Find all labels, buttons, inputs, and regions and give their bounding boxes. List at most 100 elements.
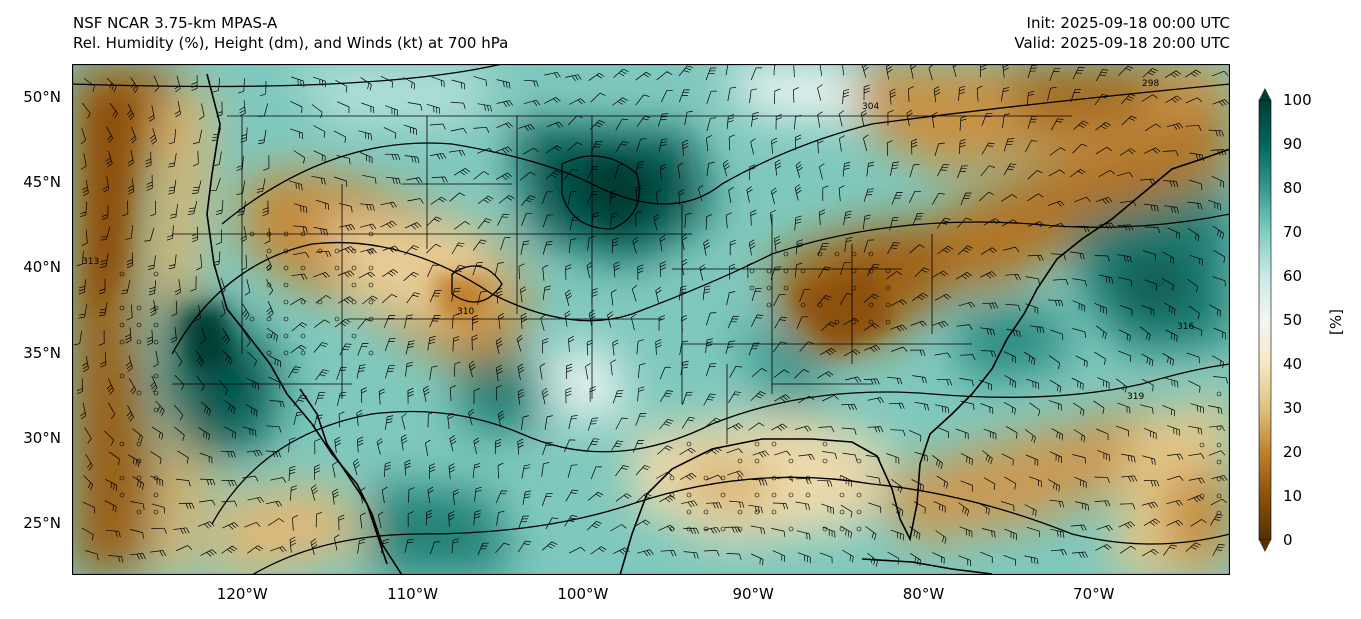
colorbar-tick-label: 40 <box>1283 355 1303 373</box>
calm-circle <box>686 441 692 447</box>
calm-circle <box>868 319 874 325</box>
calm-circle <box>868 302 874 308</box>
lon-tick-label: 110°W <box>387 585 439 603</box>
coastlines <box>206 73 1230 575</box>
calm-circle <box>119 339 125 345</box>
calm-circle <box>249 231 255 237</box>
calm-circle <box>851 285 857 291</box>
calm-circle <box>266 316 272 322</box>
calm-circle <box>368 316 374 322</box>
calm-circle <box>1216 425 1222 431</box>
calm-circle <box>1216 510 1222 516</box>
calm-circle <box>317 299 323 305</box>
time-block: Init: 2025-09-18 00:00 UTC Valid: 2025-0… <box>1014 13 1230 53</box>
calm-circle <box>703 526 709 532</box>
height-contours <box>72 64 1230 575</box>
calm-circle <box>1216 442 1222 448</box>
colorbar-tick-label: 70 <box>1283 223 1303 241</box>
calm-circle <box>334 316 340 322</box>
calm-circle <box>136 509 142 515</box>
calm-circle <box>153 322 159 328</box>
calm-circle <box>334 248 340 254</box>
calm-circle <box>851 319 857 325</box>
calm-circle <box>368 299 374 305</box>
calm-circle <box>885 268 891 274</box>
calm-circle <box>249 316 255 322</box>
calm-circle <box>766 268 772 274</box>
calm-circle <box>136 305 142 311</box>
calm-circle <box>839 509 845 515</box>
calm-circle <box>783 251 789 257</box>
calm-circle <box>669 492 675 498</box>
calm-circle <box>885 302 891 308</box>
calm-circle <box>822 458 828 464</box>
calm-circle <box>703 475 709 481</box>
calm-circle <box>766 302 772 308</box>
calm-circle <box>868 268 874 274</box>
contour-label-319: 319 <box>1127 392 1144 402</box>
contour-label-313: 313 <box>82 257 99 267</box>
calm-circle <box>266 333 272 339</box>
calm-circle <box>771 509 777 515</box>
calm-circle <box>703 509 709 515</box>
lat-tick-label: 25°N <box>23 513 61 532</box>
calm-circle <box>856 526 862 532</box>
title-block: NSF NCAR 3.75-km MPAS-A Rel. Humidity (%… <box>73 13 508 53</box>
calm-circle <box>368 282 374 288</box>
calm-circle <box>822 526 828 532</box>
calm-circle <box>800 268 806 274</box>
calm-circle <box>868 251 874 257</box>
calm-circle <box>851 268 857 274</box>
calm-circle <box>334 265 340 271</box>
calm-circle <box>737 475 743 481</box>
calm-circle <box>266 350 272 356</box>
calm-circle <box>283 248 289 254</box>
calm-circle <box>119 475 125 481</box>
calm-circle <box>119 441 125 447</box>
calm-circle <box>686 492 692 498</box>
lat-tick-label: 30°N <box>23 428 61 447</box>
colorbar-tick-label: 80 <box>1283 179 1303 197</box>
map-border <box>72 64 1230 575</box>
calm-circle <box>300 350 306 356</box>
colorbar-tick-label: 30 <box>1283 399 1303 417</box>
calm-circle <box>737 458 743 464</box>
map-canvas: 310 313 316 319 298 304 <box>72 64 1230 575</box>
calm-circle <box>788 492 794 498</box>
calm-circle <box>766 285 772 291</box>
model-title: NSF NCAR 3.75-km MPAS-A <box>73 14 278 32</box>
calm-circle <box>771 492 777 498</box>
colorbar-tick-label: 90 <box>1283 135 1303 153</box>
calm-circle <box>669 475 675 481</box>
lat-tick-label: 40°N <box>23 258 61 277</box>
calm-circle <box>136 441 142 447</box>
calm-circle <box>1199 442 1205 448</box>
calm-circle <box>851 251 857 257</box>
colorbar-tick-label: 0 <box>1283 531 1293 549</box>
colorbar-tick-label: 10 <box>1283 487 1303 505</box>
calm-circle <box>283 333 289 339</box>
calm-circle <box>800 302 806 308</box>
calm-circle <box>283 231 289 237</box>
calm-circle <box>754 509 760 515</box>
calm-circle <box>839 526 845 532</box>
calm-circle <box>856 458 862 464</box>
calm-circle <box>283 282 289 288</box>
calm-circle <box>351 282 357 288</box>
calm-circle <box>771 441 777 447</box>
calm-circle <box>136 458 142 464</box>
valid-time: Valid: 2025-09-18 20:00 UTC <box>1014 34 1230 52</box>
calm-circle <box>119 305 125 311</box>
lon-tick-label: 100°W <box>557 585 609 603</box>
calm-circle <box>839 475 845 481</box>
calm-circle <box>153 305 159 311</box>
calm-circle <box>283 299 289 305</box>
calm-circle <box>368 231 374 237</box>
calm-circle <box>805 492 811 498</box>
calm-circle <box>300 333 306 339</box>
calm-circle <box>720 526 726 532</box>
calm-circle <box>136 390 142 396</box>
colorbar-graphic <box>1258 88 1272 552</box>
calm-circle <box>266 265 272 271</box>
calm-circle <box>153 475 159 481</box>
